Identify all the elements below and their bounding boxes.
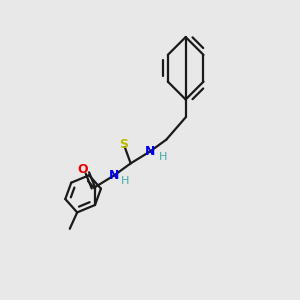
- Text: N: N: [145, 145, 155, 158]
- Text: O: O: [78, 164, 88, 176]
- Text: H: H: [121, 176, 129, 186]
- Text: N: N: [109, 169, 119, 182]
- Text: S: S: [119, 138, 128, 151]
- Text: H: H: [159, 152, 168, 161]
